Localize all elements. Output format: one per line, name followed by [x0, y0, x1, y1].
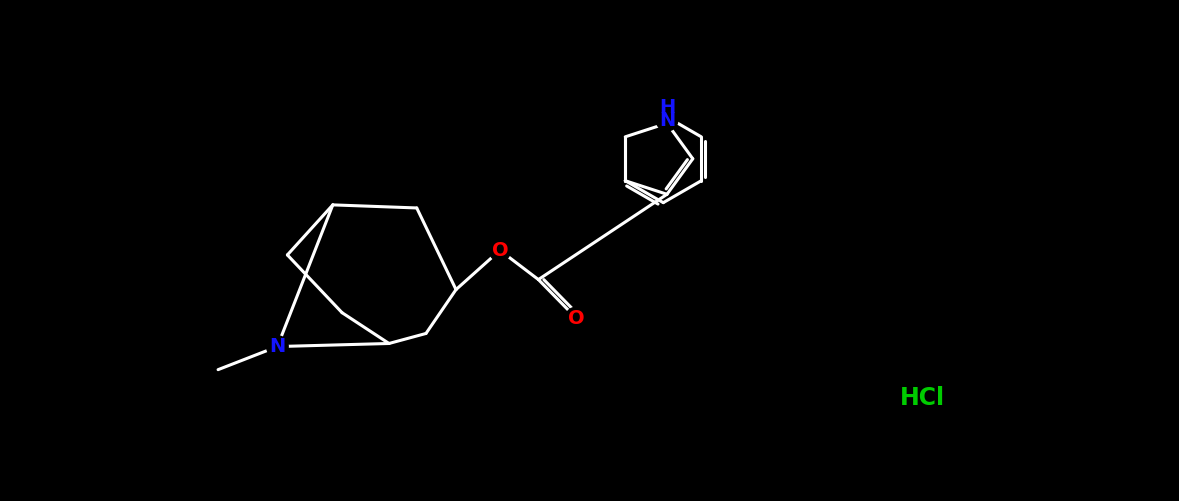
Text: HCl: HCl — [900, 386, 946, 410]
Text: N: N — [269, 337, 285, 356]
Text: H: H — [659, 98, 676, 117]
Text: O: O — [568, 309, 585, 328]
Circle shape — [657, 97, 678, 119]
Circle shape — [657, 109, 678, 131]
Text: N: N — [659, 111, 676, 130]
Text: O: O — [492, 241, 508, 260]
Circle shape — [489, 239, 511, 261]
Circle shape — [266, 336, 288, 357]
Circle shape — [566, 307, 587, 329]
